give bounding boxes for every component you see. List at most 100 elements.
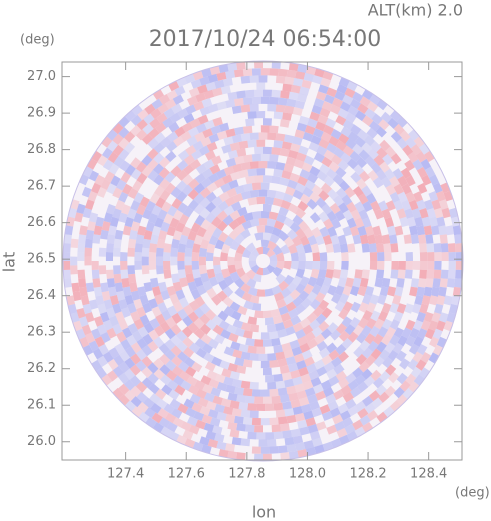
field-cell — [385, 200, 396, 211]
field-cell — [282, 401, 292, 410]
field-cell — [315, 390, 327, 401]
field-cell — [264, 288, 274, 297]
field-cell — [274, 291, 285, 302]
field-cell — [118, 361, 130, 374]
field-cell — [174, 126, 186, 138]
field-cell — [346, 158, 359, 170]
field-cell — [405, 373, 417, 385]
field-cell — [372, 177, 384, 189]
field-cell — [415, 359, 427, 371]
field-cell — [212, 87, 223, 97]
field-cell — [412, 159, 424, 171]
field-cell — [323, 175, 335, 187]
field-cell — [155, 197, 166, 209]
plot-frame — [61, 61, 463, 461]
field-cell — [301, 297, 313, 309]
field-cell — [120, 339, 131, 351]
field-cell — [227, 149, 238, 160]
field-cell — [334, 421, 346, 432]
field-cell — [136, 119, 148, 131]
field-cell — [210, 417, 221, 427]
field-cell — [147, 362, 159, 374]
field-cell — [251, 417, 261, 426]
field-cell — [352, 186, 364, 198]
field-cell — [452, 286, 462, 297]
field-cell — [375, 384, 387, 396]
field-cell — [319, 107, 331, 118]
field-cell — [160, 426, 172, 438]
field-cell — [171, 355, 183, 367]
field-cell — [277, 358, 288, 367]
field-cell — [170, 256, 178, 266]
field-cell — [413, 191, 423, 203]
field-cell — [445, 225, 454, 236]
field-cell — [187, 322, 199, 334]
field-cell — [393, 200, 404, 211]
field-cell — [115, 311, 125, 323]
field-cell — [427, 261, 435, 270]
field-cell — [161, 309, 172, 321]
field-cell — [218, 191, 230, 202]
field-cell — [352, 419, 364, 431]
field-cell — [342, 226, 352, 237]
field-cell — [124, 390, 136, 402]
field-cell — [269, 125, 279, 134]
field-cell — [424, 166, 436, 178]
field-cell — [118, 137, 130, 150]
field-cell — [147, 372, 159, 385]
field-cell — [408, 343, 420, 355]
field-cell — [236, 423, 246, 432]
field-cell — [164, 182, 176, 194]
field-cell — [249, 295, 260, 304]
field-cell — [206, 182, 218, 193]
field-cell — [447, 269, 456, 279]
field-cell — [223, 275, 235, 287]
field-cell — [352, 367, 364, 379]
field-cell — [245, 395, 255, 404]
field-cell — [263, 118, 272, 126]
field-cell — [359, 234, 369, 245]
field-cell — [310, 243, 320, 254]
field-cell — [349, 285, 360, 297]
field-cell — [426, 208, 436, 219]
field-cell — [434, 207, 444, 219]
field-cell — [446, 278, 455, 288]
field-cell — [319, 163, 331, 175]
field-cell — [207, 172, 219, 184]
field-cell — [155, 388, 167, 400]
field-cell — [203, 352, 215, 363]
field-cell — [312, 306, 324, 318]
field-cell — [433, 269, 442, 279]
field-cell — [345, 277, 355, 288]
field-cell — [106, 234, 116, 244]
field-cell — [423, 311, 434, 323]
field-cell — [290, 252, 299, 261]
field-cell — [91, 359, 102, 372]
field-cell — [358, 361, 370, 373]
field-cell — [423, 286, 433, 297]
field-cell — [315, 276, 325, 288]
field-cell — [167, 305, 178, 317]
field-cell — [201, 98, 213, 108]
field-cell — [389, 110, 402, 122]
field-cell — [242, 125, 253, 134]
field-cell — [77, 252, 85, 261]
field-cell — [256, 403, 266, 412]
field-cell — [200, 375, 212, 386]
field-cell — [389, 302, 399, 314]
field-cell — [283, 349, 294, 359]
field-cell — [171, 273, 180, 284]
field-cell — [335, 370, 347, 382]
field-cell — [167, 379, 179, 391]
field-cell — [431, 225, 440, 236]
field-cell — [76, 203, 86, 214]
field-cell — [392, 342, 404, 354]
field-cell — [337, 108, 349, 119]
field-cell — [95, 216, 105, 227]
field-cell — [267, 189, 277, 198]
field-cell — [283, 294, 295, 305]
field-cell — [333, 147, 345, 159]
field-cell — [193, 101, 205, 111]
y-tick-label: 26.9 — [27, 106, 56, 121]
field-cell — [394, 225, 404, 236]
